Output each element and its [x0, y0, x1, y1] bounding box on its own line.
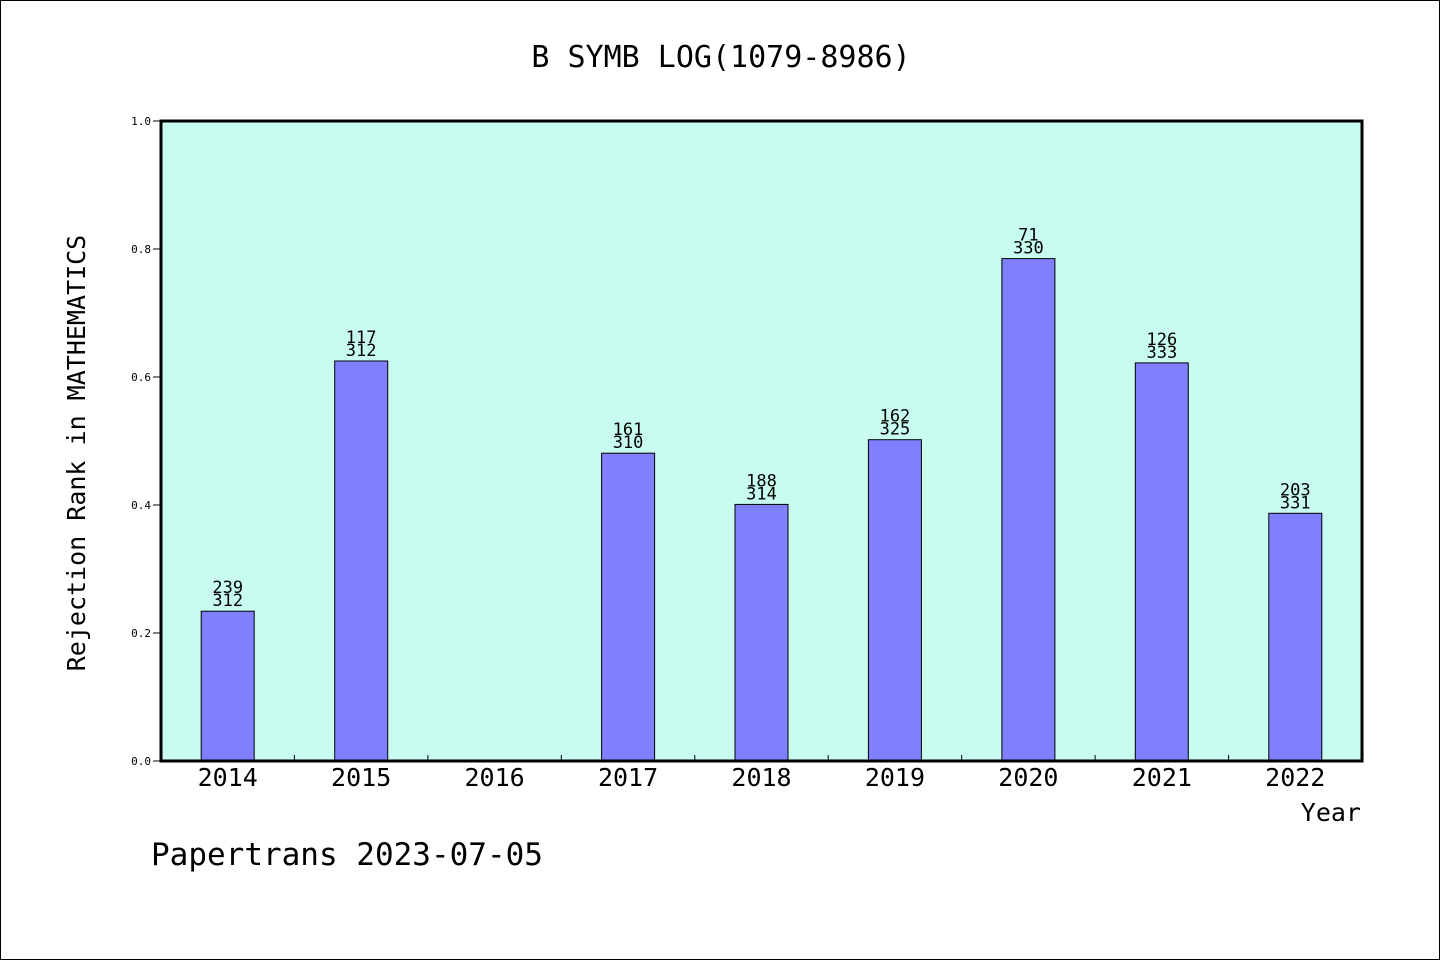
x-tick-label-2022: 2022 [1265, 763, 1325, 792]
y-tick-label-0.6: 0.6 [131, 371, 151, 384]
x-tick-label-2018: 2018 [731, 763, 791, 792]
bar-2018 [734, 503, 789, 762]
x-tick-label-2014: 2014 [198, 763, 258, 792]
x-tick-label-2016: 2016 [465, 763, 525, 792]
bar-label-bottom-2014: 312 [212, 591, 243, 611]
x-axis-label: Year [1301, 798, 1361, 827]
bar-label-bottom-2015: 312 [346, 341, 377, 361]
bar-2017 [601, 452, 656, 762]
bar-label-top-2018: 188 [746, 471, 777, 491]
y-tick-label-0.8: 0.8 [131, 243, 151, 256]
bar-label-bottom-2021: 333 [1146, 343, 1177, 363]
y-tick-label-0.4: 0.4 [131, 499, 151, 512]
x-tick-label-2015: 2015 [331, 763, 391, 792]
bar-2020 [1001, 258, 1056, 762]
bar-label-top-2017: 161 [613, 420, 644, 440]
chart-title: B SYMB LOG(1079-8986) [531, 40, 910, 75]
bar-labels-group: 2393121173121613101883141623257133012633… [212, 226, 1310, 612]
y-tick-label-1.0: 1.0 [131, 115, 151, 128]
bar-label-bottom-2022: 331 [1280, 493, 1311, 513]
bar-label-bottom-2019: 325 [880, 420, 911, 440]
y-tick-label-0.2: 0.2 [131, 627, 151, 640]
bar-label-top-2022: 203 [1280, 480, 1311, 500]
x-tick-label-2021: 2021 [1132, 763, 1192, 792]
x-tick-label-2020: 2020 [998, 763, 1058, 792]
bars-group [200, 258, 1323, 762]
bar-2015 [334, 360, 389, 762]
bar-label-top-2020: 71 [1018, 226, 1038, 246]
bar-2019 [867, 439, 922, 762]
y-axis-ticks: 0.0 0.2 0.4 0.6 0.8 1.0 [131, 115, 161, 768]
y-tick-label-0.0: 0.0 [131, 755, 151, 768]
bar-label-top-2021: 126 [1146, 330, 1177, 350]
x-tick-label-2017: 2017 [598, 763, 658, 792]
bar-2022 [1268, 512, 1323, 762]
x-axis-ticks: 2014 2015 2016 2017 2018 2019 2020 2021 2022 [198, 755, 1325, 792]
bar-label-bottom-2018: 314 [746, 484, 777, 504]
bar-label-top-2014: 239 [212, 578, 243, 598]
x-tick-label-2019: 2019 [865, 763, 925, 792]
bar-2014 [200, 610, 255, 762]
plot-border [159, 119, 1364, 763]
bar-label-top-2015: 117 [346, 328, 377, 348]
y-axis-label: Rejection Rank in MATHEMATICS [62, 235, 91, 672]
bar-label-bottom-2020: 330 [1013, 239, 1044, 259]
bar-label-bottom-2017: 310 [613, 433, 644, 453]
footer-credit: Papertrans 2023-07-05 [151, 837, 543, 873]
bar-label-top-2019: 162 [880, 407, 911, 427]
bar-2021 [1134, 362, 1189, 762]
